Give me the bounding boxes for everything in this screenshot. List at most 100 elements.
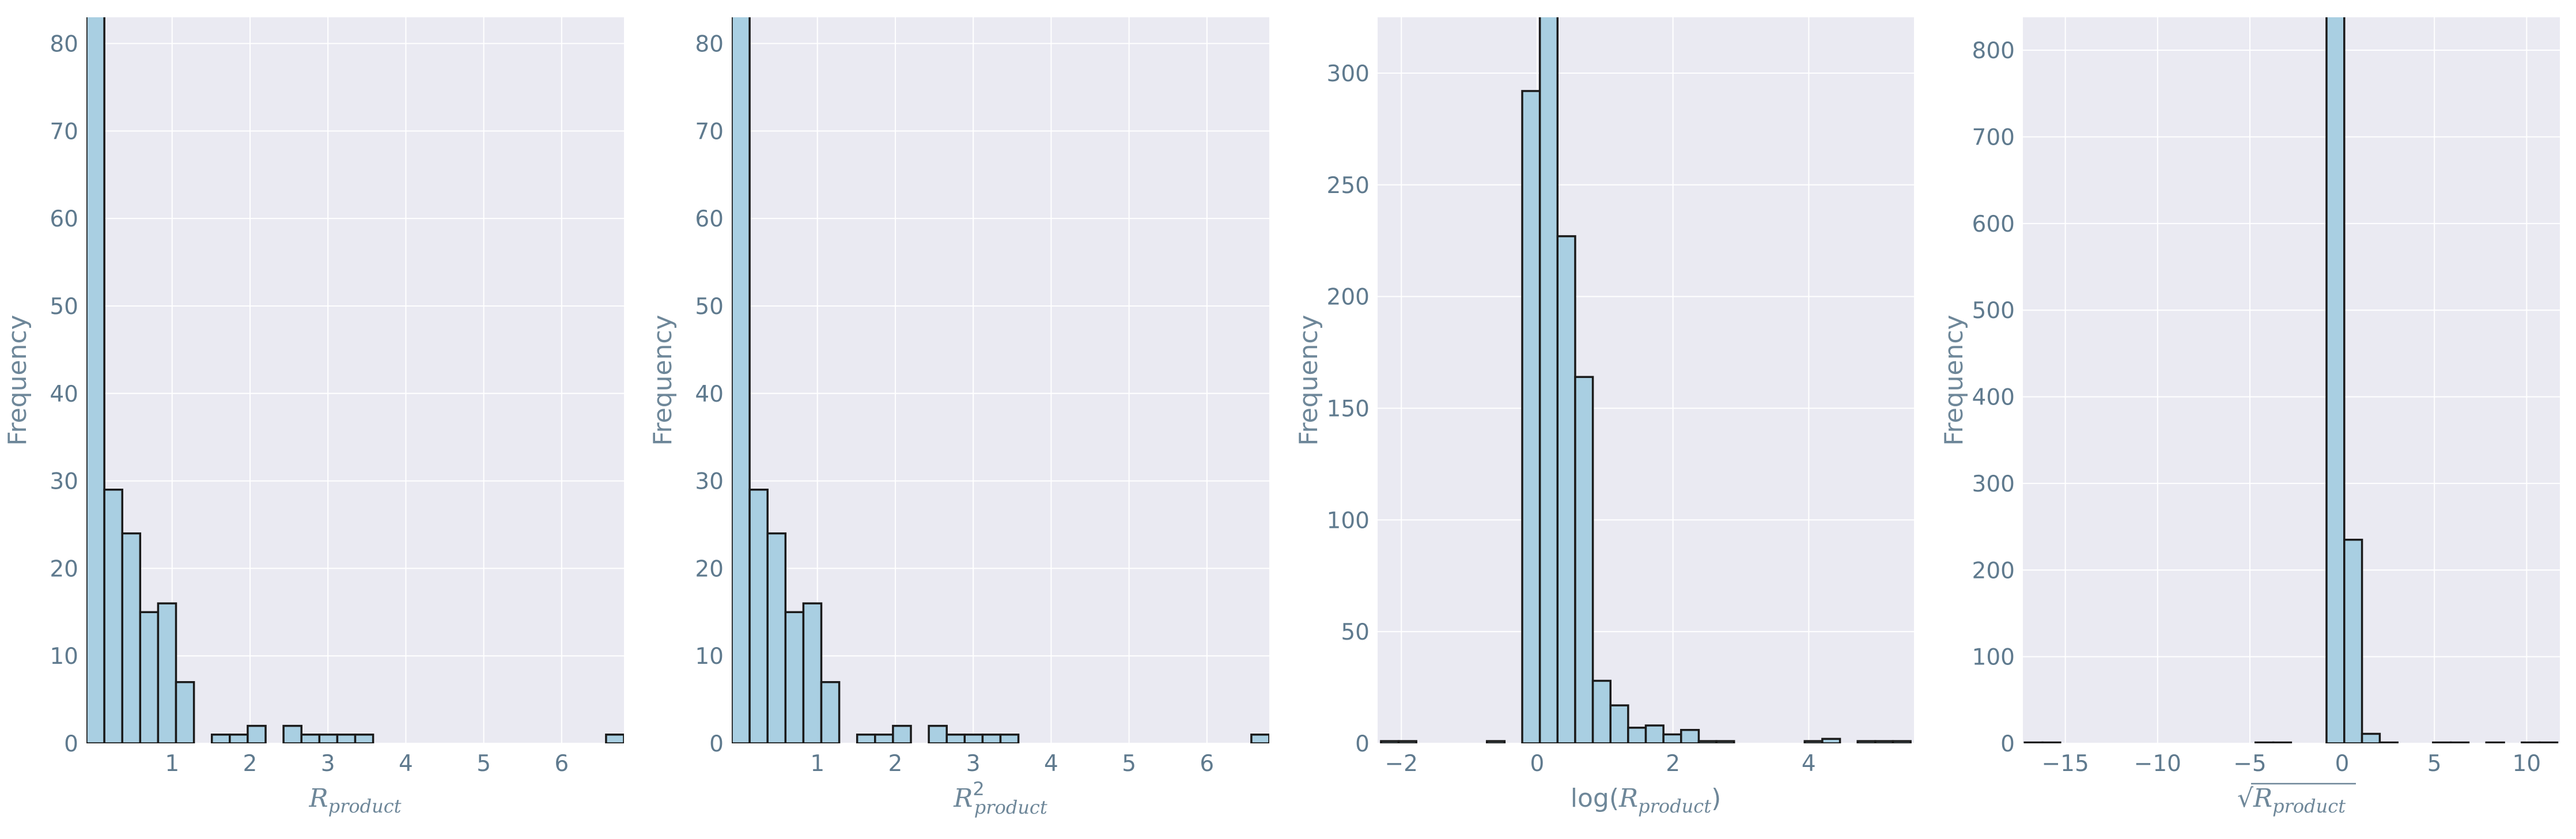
- y-tick-label: 60: [50, 206, 78, 232]
- y-tick-label: 100: [1327, 508, 1370, 534]
- y-tick-label: 250: [1327, 173, 1370, 199]
- histogram-bar: [2325, 17, 2346, 743]
- histogram-bars: [1380, 17, 1912, 743]
- gridlines: [1378, 17, 1914, 744]
- plot-area: [2023, 17, 2560, 743]
- histogram-bar: [282, 724, 302, 743]
- y-tick-label: 500: [1972, 298, 2015, 324]
- x-tick-label: 6: [1200, 751, 1214, 777]
- x-axis-label: R2 product: [953, 778, 1047, 818]
- y-tick-label: 150: [1327, 396, 1370, 422]
- histogram-bars: [86, 17, 624, 743]
- histogram-bar: [86, 17, 105, 743]
- histogram-bar: [892, 724, 912, 743]
- histogram-bar: [139, 611, 160, 743]
- histogram-bar: [336, 734, 357, 743]
- histogram-bar: [2449, 741, 2470, 743]
- histogram-bar: [945, 734, 966, 743]
- histogram-bar: [1892, 740, 1912, 743]
- histogram-bar: [1574, 376, 1594, 743]
- histogram-bar: [1821, 738, 1841, 743]
- x-tick-label: 3: [321, 751, 335, 777]
- plot-area: [1378, 17, 1914, 743]
- histogram-bar: [103, 489, 123, 743]
- histogram-bars: [732, 17, 1269, 743]
- y-tick-label: 200: [1972, 558, 2015, 584]
- x-axis-label: √Rproduct: [2237, 784, 2346, 817]
- x-tick-label: 1: [165, 751, 179, 777]
- y-tick-label: 0: [1355, 731, 1370, 757]
- histogram-bar: [121, 532, 142, 743]
- y-tick-label: 50: [50, 294, 78, 320]
- histogram-bar: [605, 734, 624, 743]
- y-tick-label: 70: [695, 119, 724, 145]
- histogram-bar: [1538, 17, 1559, 743]
- y-tick-label: 20: [695, 556, 724, 582]
- y-tick-label: 30: [50, 469, 78, 495]
- histogram-bar: [1521, 90, 1541, 743]
- histogram-bar: [157, 602, 177, 743]
- histogram-bar: [820, 681, 841, 743]
- y-axis-label: Frequency: [3, 315, 32, 445]
- y-tick-label: 100: [1972, 645, 2015, 671]
- y-tick-label: 60: [695, 206, 724, 232]
- histogram-bar: [229, 734, 249, 743]
- y-tick-label: 70: [50, 119, 78, 145]
- histogram-bar: [1697, 740, 1718, 743]
- y-tick-label: 10: [50, 644, 78, 670]
- y-tick-label: 400: [1972, 385, 2015, 411]
- histogram-bar: [1556, 235, 1576, 743]
- histogram-bar: [1627, 727, 1647, 743]
- x-tick-label: 2: [1666, 751, 1680, 777]
- histogram-bar: [748, 489, 769, 743]
- y-tick-label: 200: [1327, 285, 1370, 311]
- y-axis-label: Frequency: [1939, 315, 1969, 445]
- y-axis-label: Frequency: [648, 315, 678, 445]
- histogram-bar: [2521, 741, 2541, 743]
- histogram-bar: [732, 17, 751, 743]
- tick-labels: −2 0 2 4 0 50 100 150 200 250 300: [1327, 61, 1816, 777]
- x-axis-label: Rproduct: [308, 784, 401, 817]
- histogram-bar: [247, 724, 267, 743]
- histogram-bar: [1250, 734, 1269, 743]
- histogram-bar: [2485, 741, 2505, 743]
- x-tick-label: 4: [1044, 751, 1058, 777]
- x-tick-label: 4: [399, 751, 413, 777]
- histogram-bar: [1874, 740, 1894, 743]
- histogram-bar: [1380, 740, 1400, 743]
- y-tick-label: 800: [1972, 38, 2015, 64]
- x-tick-label: 10: [2513, 751, 2541, 777]
- y-tick-label: 700: [1972, 124, 2015, 150]
- histogram-bar: [2538, 741, 2559, 743]
- y-tick-label: 600: [1972, 211, 2015, 237]
- x-tick-label: 2: [888, 751, 903, 777]
- histogram-bar: [2272, 741, 2293, 743]
- x-tick-label: 6: [554, 751, 569, 777]
- histogram-bar: [210, 734, 231, 743]
- histogram-bar: [1609, 704, 1629, 743]
- histogram-bar: [802, 602, 823, 743]
- x-tick-label: 1: [810, 751, 824, 777]
- histogram-bar: [784, 611, 805, 743]
- histogram-bar: [1856, 740, 1877, 743]
- y-tick-label: 0: [64, 731, 78, 757]
- histogram-bar: [1644, 724, 1665, 743]
- histogram-bar: [928, 724, 948, 743]
- histogram-bar: [874, 734, 894, 743]
- histogram-bar: [1680, 728, 1700, 743]
- x-tick-label: −15: [2042, 751, 2089, 777]
- y-tick-label: 40: [50, 381, 78, 407]
- x-tick-label: 5: [476, 751, 491, 777]
- histogram-bar: [2378, 741, 2399, 743]
- x-tick-label: 5: [2427, 751, 2442, 777]
- x-tick-label: 2: [243, 751, 258, 777]
- histogram-bar: [1662, 733, 1682, 743]
- histogram-bar: [999, 734, 1020, 743]
- histogram-bar: [318, 734, 339, 743]
- histogram-bar: [766, 532, 787, 743]
